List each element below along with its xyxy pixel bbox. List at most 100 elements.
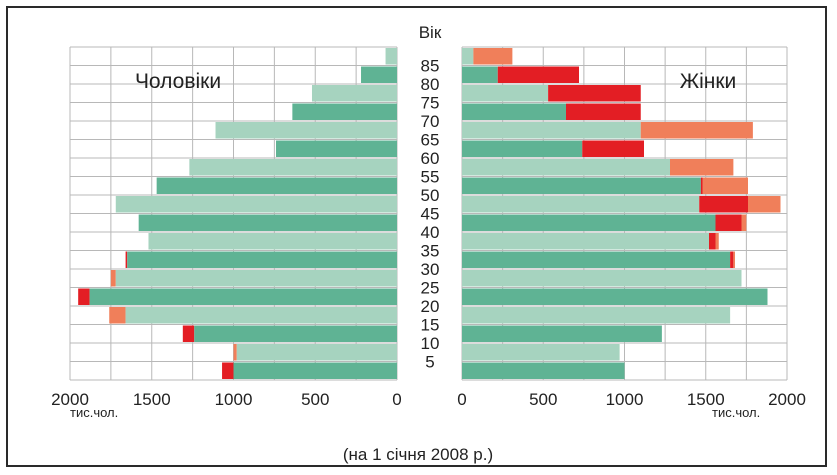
- female-excess-bar: [640, 122, 753, 139]
- age-tick-label: 75: [421, 94, 440, 113]
- footnote: (на 1 січня 2008 р.): [343, 445, 493, 464]
- age-tick-label: 5: [425, 353, 434, 372]
- male-surplus-bar: [125, 251, 128, 268]
- male-x-tick-label: 2000: [51, 390, 89, 409]
- male-panel-label: Чоловіки: [135, 70, 221, 93]
- female-bar: [462, 48, 474, 65]
- male-bar: [125, 307, 397, 324]
- age-tick-label: 15: [421, 316, 440, 335]
- male-surplus-bar: [109, 307, 126, 324]
- age-tick-label: 65: [421, 131, 440, 150]
- female-surplus-bar: [699, 196, 748, 213]
- age-tick-label: 10: [421, 334, 440, 353]
- female-bar: [462, 214, 716, 231]
- male-bar: [115, 270, 397, 287]
- age-tick-label: 20: [421, 297, 440, 316]
- male-bar: [148, 233, 397, 250]
- left-grid: [69, 46, 398, 381]
- male-bar: [189, 159, 397, 176]
- female-x-tick-label: 500: [529, 390, 557, 409]
- male-bar: [215, 122, 397, 139]
- female-excess-bar: [748, 196, 781, 213]
- male-surplus-bar: [222, 362, 234, 379]
- age-tick-label: 35: [421, 242, 440, 261]
- x-tick-labels: 0 0 500 500 1000 1000 1500 1500 2000 2000: [51, 390, 806, 409]
- age-tick-label: 85: [421, 57, 440, 76]
- male-unit-label: тис.чол.: [70, 405, 118, 420]
- male-x-tick-label: 0: [392, 390, 401, 409]
- age-tick-label: 70: [421, 112, 440, 131]
- male-bar: [236, 344, 397, 361]
- male-bar: [115, 196, 397, 213]
- male-surplus-bar: [110, 270, 116, 287]
- male-surplus-bar: [233, 344, 237, 361]
- female-bar: [462, 288, 768, 305]
- female-excess-bar: [670, 159, 734, 176]
- female-bar: [462, 362, 625, 379]
- female-bar: [462, 251, 731, 268]
- male-x-tick-label: 1500: [133, 390, 171, 409]
- male-bar: [361, 66, 397, 83]
- female-bar: [462, 325, 662, 342]
- female-x-tick-label: 2000: [768, 390, 806, 409]
- female-surplus-bar: [715, 214, 742, 231]
- male-bar: [311, 85, 397, 102]
- age-axis-title: Вік: [419, 23, 442, 42]
- female-surplus-bar: [566, 103, 641, 120]
- age-tick-label: 80: [421, 75, 440, 94]
- female-bar: [462, 140, 583, 157]
- female-panel-label: Жінки: [680, 70, 737, 93]
- female-surplus-bar: [582, 140, 644, 157]
- male-bar: [385, 48, 397, 65]
- male-surplus-bar: [78, 288, 90, 305]
- female-bar: [462, 177, 701, 194]
- male-bar: [156, 177, 397, 194]
- female-excess-bar: [715, 233, 719, 250]
- age-tick-label: 60: [421, 149, 440, 168]
- age-tick-label: 55: [421, 168, 440, 187]
- right-grid: [461, 46, 788, 381]
- female-unit-label: тис.чол.: [712, 405, 760, 420]
- female-surplus-bar: [730, 251, 734, 268]
- female-bar: [462, 103, 566, 120]
- female-excess-bar: [702, 177, 748, 194]
- male-bar: [138, 214, 398, 231]
- age-tick-label: 40: [421, 223, 440, 242]
- male-bar: [194, 325, 397, 342]
- age-tick-label: 25: [421, 279, 440, 298]
- male-bar: [276, 140, 397, 157]
- female-bar: [462, 66, 498, 83]
- female-bar: [462, 122, 641, 139]
- female-surplus-bar: [709, 233, 716, 250]
- male-x-tick-label: 1000: [215, 390, 253, 409]
- female-bar: [462, 270, 742, 287]
- male-bar: [233, 362, 397, 379]
- female-excess-bar: [741, 214, 747, 231]
- female-excess-bar: [733, 251, 735, 268]
- female-surplus-bar: [700, 177, 703, 194]
- female-surplus-bar: [497, 66, 579, 83]
- female-x-tick-label: 1000: [606, 390, 644, 409]
- male-surplus-bar: [182, 325, 195, 342]
- female-bar: [462, 307, 731, 324]
- female-bar: [462, 233, 709, 250]
- female-surplus-bar: [548, 85, 641, 102]
- age-tick-label: 30: [421, 260, 440, 279]
- female-bar: [462, 196, 700, 213]
- female-bar: [462, 344, 620, 361]
- male-bar: [89, 288, 398, 305]
- male-x-tick-label: 500: [301, 390, 329, 409]
- male-bar: [127, 251, 397, 268]
- female-x-tick-label: 0: [457, 390, 466, 409]
- female-excess-bar: [473, 48, 513, 65]
- female-bar: [462, 159, 670, 176]
- age-tick-label: 50: [421, 186, 440, 205]
- female-bars: [462, 48, 781, 379]
- age-tick-label: 45: [421, 205, 440, 224]
- female-bar: [462, 85, 549, 102]
- female-x-tick-label: 1500: [687, 390, 725, 409]
- male-bar: [292, 103, 397, 120]
- male-bars: [78, 48, 398, 379]
